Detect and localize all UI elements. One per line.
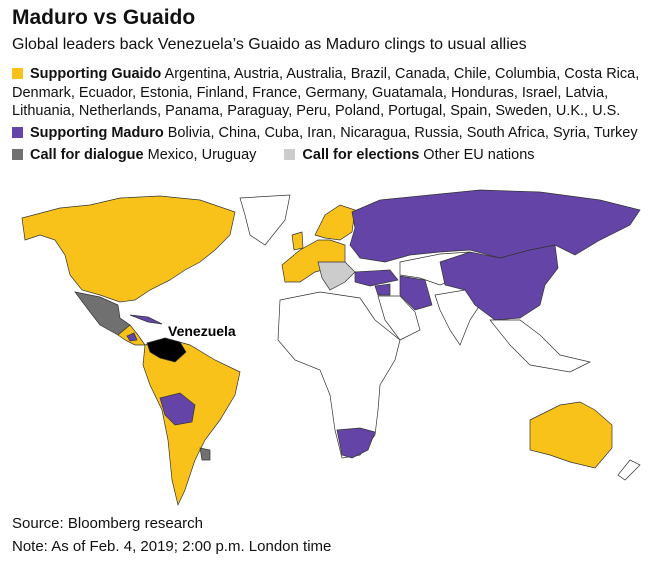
cuba xyxy=(129,314,163,325)
nicaragua xyxy=(126,332,138,342)
new-zealand xyxy=(617,459,641,481)
legend: Supporting Guaido Argentina, Austria, Au… xyxy=(12,65,657,165)
legend-countries: Mexico, Uruguay xyxy=(147,147,257,163)
legend-countries: Bolivia, China, Cuba, Iran, Nicaragua, R… xyxy=(167,124,638,141)
legend-label: Supporting Guaido xyxy=(30,66,162,82)
bolivia xyxy=(159,392,196,426)
venezuela xyxy=(146,337,187,363)
legend-item: Supporting Maduro Bolivia, China, Cuba, … xyxy=(12,124,657,143)
russia xyxy=(349,189,641,263)
swatch xyxy=(12,149,23,160)
note: Note: As of Feb. 4, 2019; 2:00 p.m. Lond… xyxy=(12,538,332,555)
title: Maduro vs Guaido xyxy=(12,6,196,29)
turkey xyxy=(354,269,399,287)
legend-item: Supporting Guaido Argentina, Austria, Au… xyxy=(12,65,657,121)
south-africa xyxy=(336,427,376,459)
swatch xyxy=(12,68,23,79)
southeast-asia xyxy=(489,319,592,373)
legend-label: Call for elections xyxy=(302,147,420,163)
legend-item: Call for dialogue Mexico, Uruguay xyxy=(12,146,256,165)
other-eu xyxy=(317,261,356,291)
swatch xyxy=(284,149,296,160)
africa xyxy=(277,291,401,459)
scandinavia xyxy=(314,204,356,241)
legend-countries: Argentina, Austria, Australia, Brazil, C… xyxy=(12,66,640,119)
subtitle: Global leaders back Venezuela’s Guaido a… xyxy=(12,36,527,53)
uk xyxy=(291,231,304,251)
swatch xyxy=(12,126,23,138)
usa-canada xyxy=(21,195,236,303)
legend-countries: Other EU nations xyxy=(423,147,535,163)
uruguay xyxy=(199,447,211,461)
world-map: Venezuela xyxy=(21,189,641,507)
middle-east xyxy=(377,295,421,341)
legend-item: Call for elections Other EU nations xyxy=(284,146,535,165)
greenland xyxy=(239,194,291,246)
syria xyxy=(374,283,391,296)
source: Source: Bloomberg research xyxy=(12,515,203,532)
iran xyxy=(399,275,433,311)
australia xyxy=(529,401,613,469)
map-label: Venezuela xyxy=(168,323,236,339)
legend-label: Supporting Maduro xyxy=(30,124,164,141)
legend-label: Call for dialogue xyxy=(30,147,144,163)
china xyxy=(439,244,559,321)
